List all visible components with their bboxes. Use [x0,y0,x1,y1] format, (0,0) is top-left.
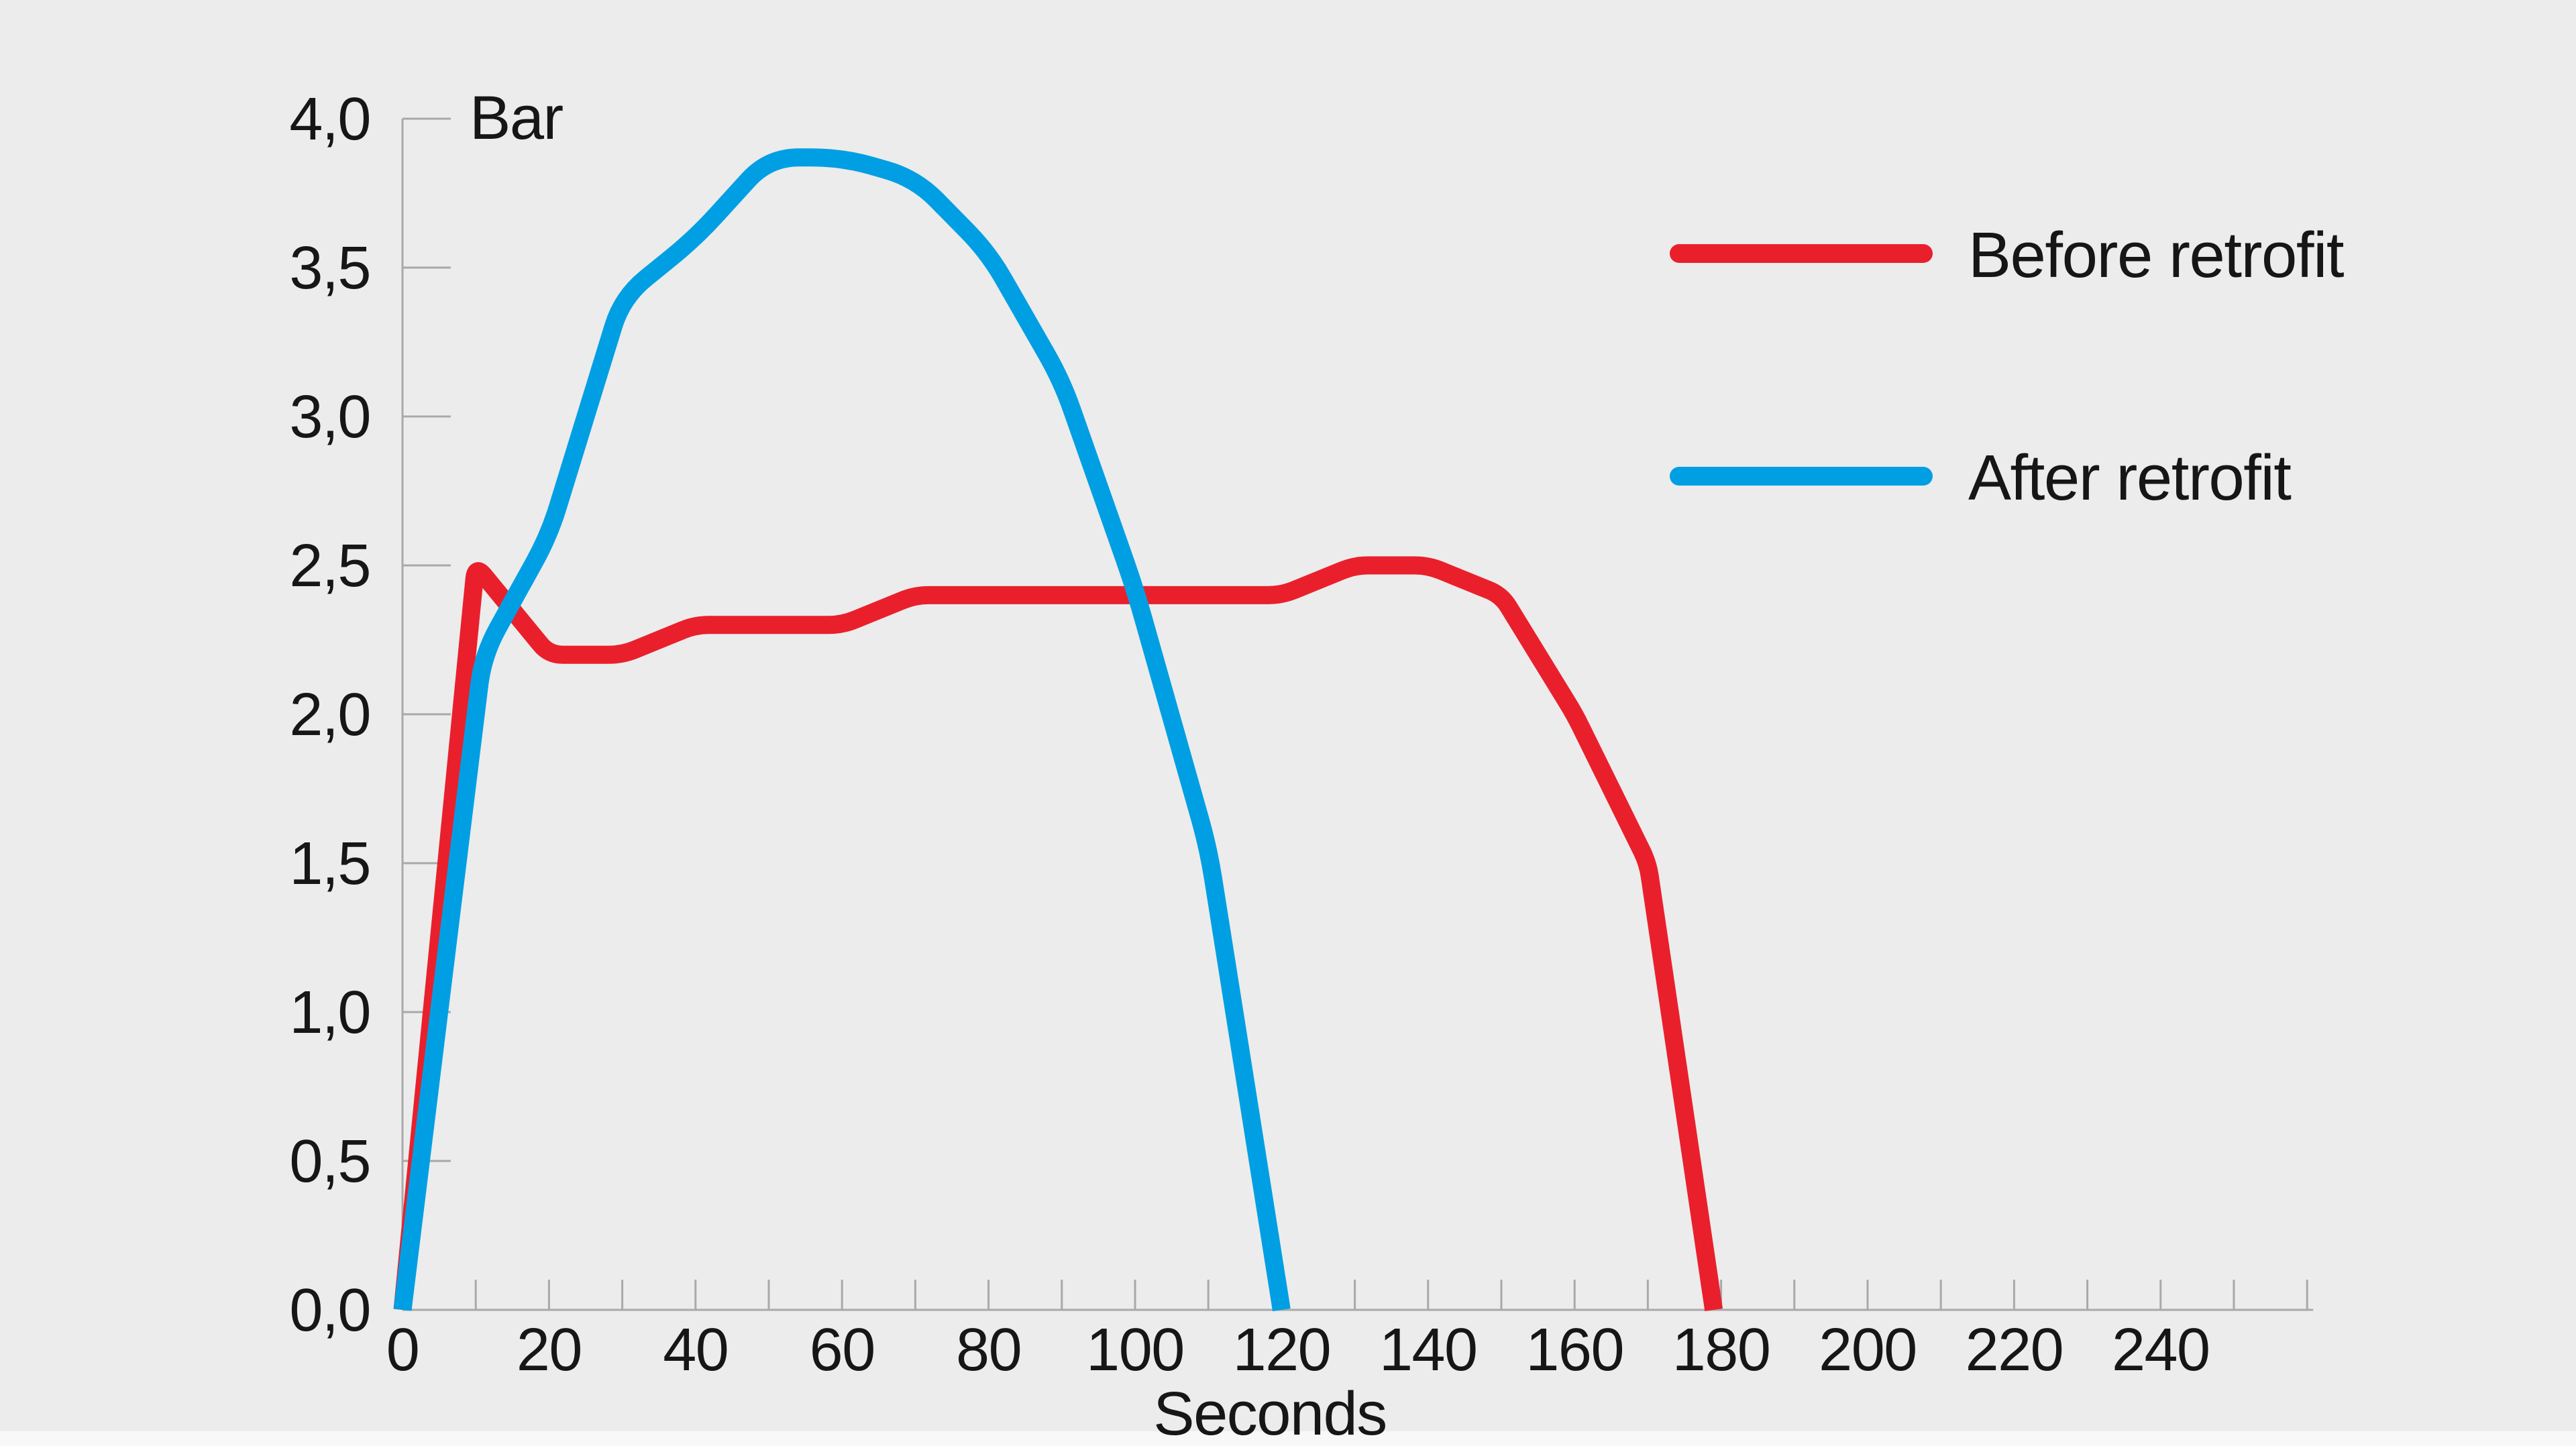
x-tick-label: 40 [663,1317,728,1384]
x-tick-label: 180 [1672,1317,1770,1384]
x-tick-label: 60 [810,1317,875,1384]
y-tick-label: 1,0 [289,979,370,1046]
x-tick-label: 120 [1233,1317,1331,1384]
x-tick-label: 80 [956,1317,1021,1384]
y-tick-label: 3,5 [289,235,370,302]
x-tick-label: 20 [517,1317,582,1384]
before-retrofit-line [393,556,1723,1311]
bottom-strip [0,1431,2576,1446]
tick-labels: 0,0 0,5 1,0 1,5 2,0 2,5 3,0 3,5 4,0 0 20 40 60 80 100 1… [289,86,2210,1384]
y-tick-label: 3,0 [289,384,370,451]
y-tick-label: 2,5 [289,533,370,600]
legend-label-after-retrofit: After retrofit [1968,442,2291,514]
legend: Before retrofit After retrofit [1670,219,2345,514]
legend-label-before-retrofit: Before retrofit [1968,219,2344,291]
x-tick-label: 220 [1966,1317,2063,1384]
y-tick-label: 0,5 [289,1128,370,1195]
x-tick-label: 160 [1525,1317,1623,1384]
after-retrofit-line [393,148,1291,1312]
x-tick-label: 140 [1379,1317,1477,1384]
x-axis-title: Seconds [1153,1380,1387,1446]
x-tick-label: 0 [386,1317,419,1384]
x-tick-label: 100 [1086,1317,1184,1384]
y-tick-label: 0,0 [289,1277,370,1344]
y-tick-label: 2,0 [289,681,370,748]
y-tick-label: 1,5 [289,830,370,897]
y-axis-unit-label: Bar [470,84,564,152]
curves [393,148,1723,1312]
x-tick-label: 200 [1819,1317,1917,1384]
x-tick-label: 240 [2112,1317,2210,1384]
y-tick-label: 4,0 [289,86,370,153]
